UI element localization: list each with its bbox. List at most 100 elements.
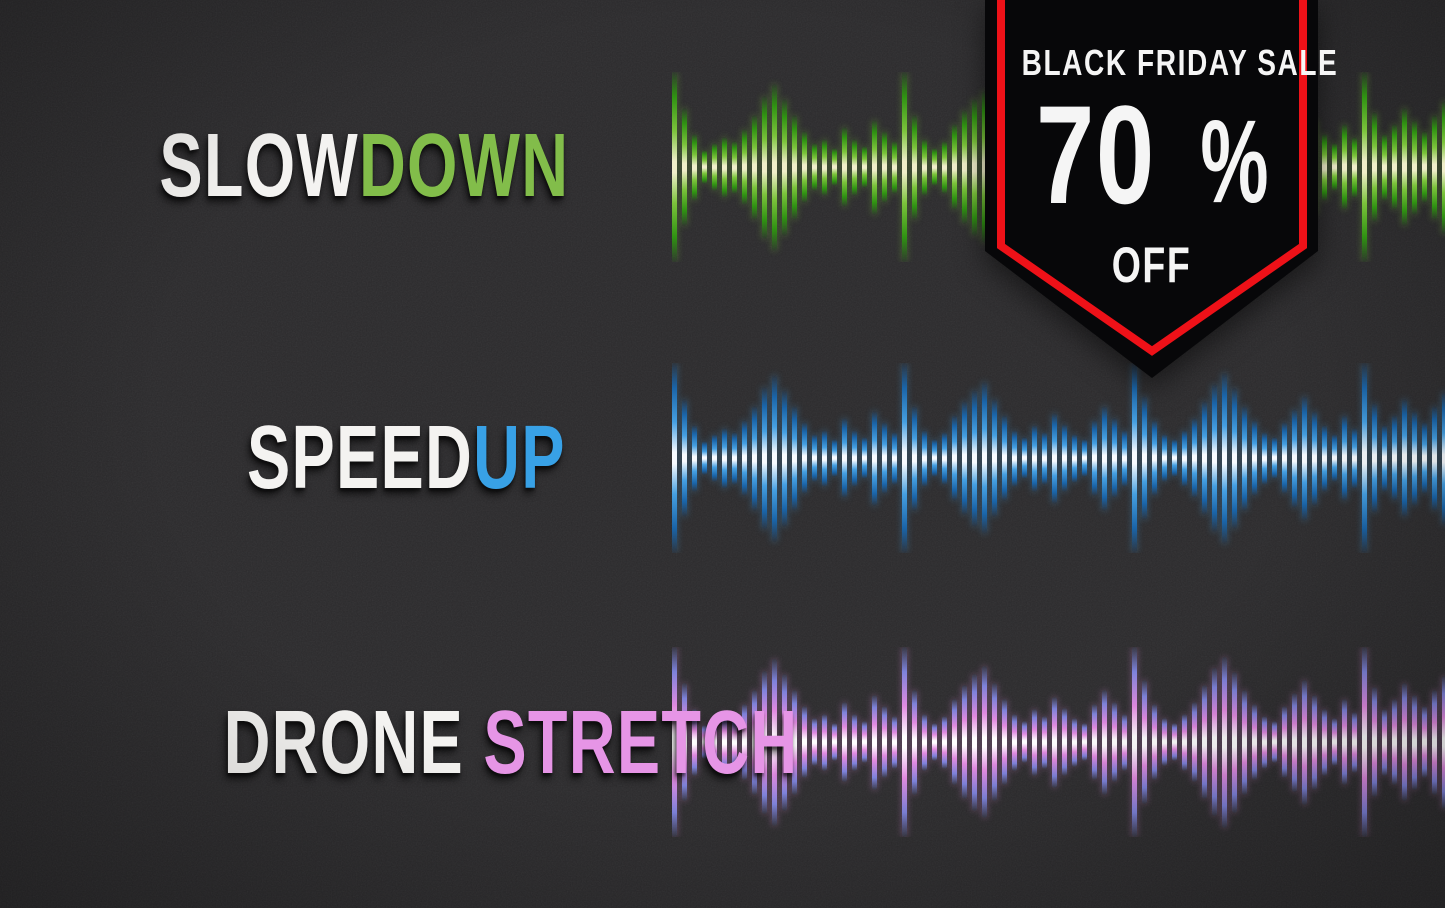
waveform-bar — [1072, 717, 1077, 767]
waveform-bar — [942, 140, 947, 194]
waveform-bar — [962, 685, 967, 799]
waveform-bar — [832, 439, 837, 477]
waveform-bar — [782, 389, 787, 527]
speedup-waveform — [672, 363, 1445, 553]
waveform-bar — [1162, 718, 1167, 766]
waveform-bar — [782, 98, 787, 236]
waveform-bar — [802, 422, 807, 494]
waveform-bar — [822, 429, 827, 487]
waveform-bar — [732, 140, 737, 194]
badge-off-label: OFF — [1111, 237, 1192, 293]
waveform-bar — [932, 723, 937, 761]
waveform-bar — [1172, 723, 1177, 761]
waveform-bar — [1312, 410, 1317, 506]
waveform-bar — [812, 143, 817, 191]
waveform-bar — [832, 723, 837, 761]
waveform-bar — [692, 133, 697, 201]
waveform-bar — [1412, 119, 1417, 215]
waveform-bar — [1222, 656, 1227, 828]
waveform-bar — [952, 699, 957, 785]
waveform-bar — [842, 127, 847, 207]
waveform-bar — [1102, 689, 1107, 795]
waveform-bar — [1132, 647, 1137, 837]
label-speedup: SPEEDUP — [0, 413, 566, 548]
waveform-bar — [1332, 718, 1337, 766]
waveform-bar — [1352, 711, 1357, 773]
waveform-bar — [972, 98, 977, 236]
waveform-bar — [922, 713, 927, 771]
waveform-bar — [712, 434, 717, 482]
waveform-bar — [702, 725, 707, 759]
waveform-bar — [1382, 708, 1387, 776]
waveform-bar — [1342, 124, 1347, 210]
waveform-bar — [772, 658, 777, 826]
waveform-bar — [1422, 422, 1427, 494]
waveform-bar — [1322, 424, 1327, 492]
waveform-bar — [912, 114, 917, 220]
waveform-bar — [802, 706, 807, 778]
waveform-bar — [852, 713, 857, 771]
waveform-bar — [1022, 437, 1027, 479]
waveform-bar — [1082, 723, 1087, 761]
waveform-bar — [1322, 133, 1327, 201]
waveform-bar — [1042, 715, 1047, 769]
waveform-bar — [1442, 675, 1445, 809]
waveform-bar — [992, 399, 997, 517]
label-slowdown-word1: SLOW — [159, 116, 359, 216]
waveform-bar — [952, 415, 957, 501]
waveform-bar — [1142, 680, 1147, 804]
waveform-bar — [772, 83, 777, 251]
waveform-bar — [782, 673, 787, 811]
waveform-bar — [722, 427, 727, 489]
waveform-bar — [702, 441, 707, 475]
waveform-bar — [1032, 708, 1037, 776]
waveform-bar — [762, 95, 767, 239]
waveform-bar — [1432, 689, 1437, 795]
waveform-bar — [882, 706, 887, 778]
waveform-bar — [972, 389, 977, 527]
waveform-bar — [1352, 427, 1357, 489]
waveform-bar — [802, 131, 807, 203]
waveform-bar — [1032, 424, 1037, 492]
label-drone-stretch-word2: STRETCH — [483, 693, 799, 793]
waveform-bar — [862, 437, 867, 479]
waveform-bar — [712, 143, 717, 191]
waveform-bar — [942, 431, 947, 485]
waveform-bar — [1162, 434, 1167, 482]
waveform-bar — [1332, 143, 1337, 191]
waveform-bar — [1302, 679, 1307, 805]
waveform-bar — [852, 429, 857, 487]
waveform-bar — [862, 146, 867, 188]
waveform-bar — [1372, 403, 1377, 513]
waveform-bar — [1272, 437, 1277, 479]
waveform-bar — [1322, 708, 1327, 776]
waveform-bar — [982, 666, 987, 818]
waveform-bar — [1152, 704, 1157, 780]
waveform-bar — [1212, 384, 1217, 532]
waveform-bar — [1002, 415, 1007, 501]
waveform-bar — [902, 647, 907, 837]
waveform-bar — [1362, 363, 1367, 553]
waveform-bar — [832, 148, 837, 186]
waveform-bar — [1402, 108, 1407, 226]
waveform-bar — [872, 694, 877, 790]
waveform-bar — [892, 431, 897, 485]
waveform-bar — [1092, 704, 1097, 780]
waveform-bar — [1202, 685, 1207, 799]
waveform-bar — [1212, 668, 1217, 816]
waveform-bar — [812, 718, 817, 766]
waveform-bar — [872, 119, 877, 215]
waveform-bar — [1372, 112, 1377, 222]
badge-discount-value: 70 — [1036, 76, 1156, 233]
waveform-bar — [912, 689, 917, 795]
waveform-bar — [762, 386, 767, 530]
sale-badge: BLACK FRIDAY SALE 70 % OFF — [985, 0, 1337, 380]
waveform-bar — [1342, 699, 1347, 785]
waveform-bar — [1422, 706, 1427, 778]
waveform-bar — [1412, 694, 1417, 790]
waveform-bar — [1252, 420, 1257, 496]
waveform-bar — [1382, 133, 1387, 201]
label-slowdown: SLOWDOWN — [0, 121, 568, 256]
waveform-bar — [752, 689, 757, 795]
